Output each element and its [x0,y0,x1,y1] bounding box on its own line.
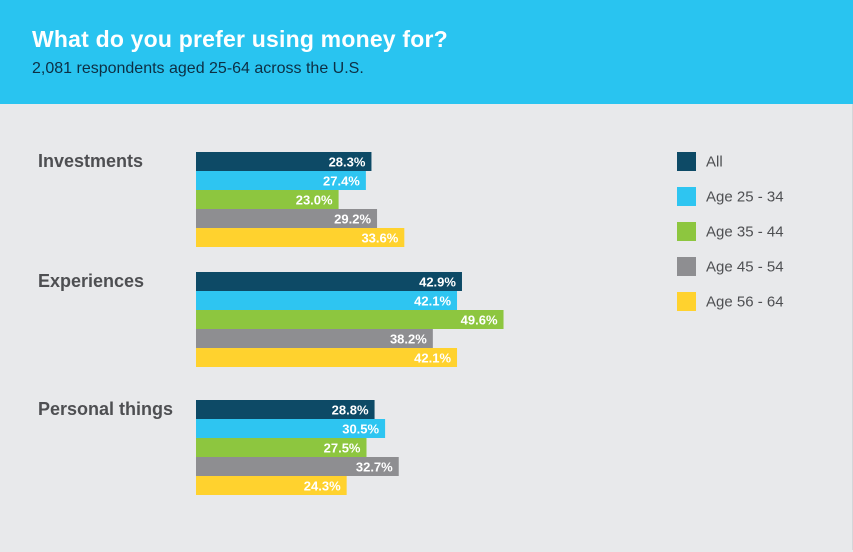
bar-investments-age-25-34 [196,171,366,190]
value-label-investments-age-45-54: 29.2% [334,212,371,227]
value-label-experiences-age-35-44: 49.6% [461,313,498,328]
value-label-personal-things-age-35-44: 27.5% [324,441,361,456]
bar-personal-things-all [196,400,375,419]
chart-subtitle: 2,081 respondents aged 25-64 across the … [32,60,364,77]
legend-swatch-age-35-44 [677,222,696,241]
value-label-experiences-all: 42.9% [419,275,456,290]
legend-swatch-age-25-34 [677,187,696,206]
value-label-personal-things-all: 28.8% [332,403,369,418]
legend-label-age-25-34: Age 25 - 34 [706,189,784,206]
chart-panel: Investments 28.3% 27.4% 23.0% 29.2% 33.6% Expe… [0,104,853,550]
bar-personal-things-age-35-44 [196,438,367,457]
value-label-investments-all: 28.3% [329,155,366,170]
category-label-experiences: Experiences [38,271,144,291]
bar-personal-things-age-45-54 [196,457,399,476]
bar-personal-things-age-25-34 [196,419,386,438]
bar-experiences-age-35-44 [196,310,504,329]
chart-title: What do you prefer using money for? [32,26,448,52]
legend-swatch-all [677,152,696,171]
bar-investments-all [196,152,372,171]
legend-label-age-56-64: Age 56 - 64 [706,294,784,311]
value-label-personal-things-age-25-34: 30.5% [342,422,379,437]
bar-investments-age-56-64 [196,228,405,247]
value-label-experiences-age-56-64: 42.1% [414,351,451,366]
legend-label-age-45-54: Age 45 - 54 [706,259,784,276]
value-label-experiences-age-25-34: 42.1% [414,294,451,309]
value-label-investments-age-35-44: 23.0% [296,193,333,208]
bar-experiences-age-25-34 [196,291,458,310]
value-label-experiences-age-45-54: 38.2% [390,332,427,347]
legend-label-age-35-44: Age 35 - 44 [706,224,784,241]
bar-investments-age-45-54 [196,209,378,228]
value-label-investments-age-56-64: 33.6% [361,231,398,246]
bar-experiences-all [196,272,462,291]
value-label-personal-things-age-45-54: 32.7% [356,460,393,475]
legend-swatch-age-56-64 [677,292,696,311]
legend-swatch-age-45-54 [677,257,696,276]
value-label-investments-age-25-34: 27.4% [323,174,360,189]
bar-chart: Investments 28.3% 27.4% 23.0%29.2% 33.6% Expe… [38,151,784,495]
bar-experiences-age-45-54 [196,329,433,348]
bar-personal-things-age-56-64 [196,476,347,495]
chart-header: What do you prefer using money for? 2,08… [0,0,853,104]
bar-experiences-age-56-64 [196,348,458,367]
value-label-personal-things-age-56-64: 24.3% [304,479,341,494]
legend-label-all: All [706,154,723,171]
category-label-personal-things: Personal things [38,399,173,419]
category-label-investments: Investments [38,151,143,171]
bar-investments-age-35-44 [196,190,339,209]
